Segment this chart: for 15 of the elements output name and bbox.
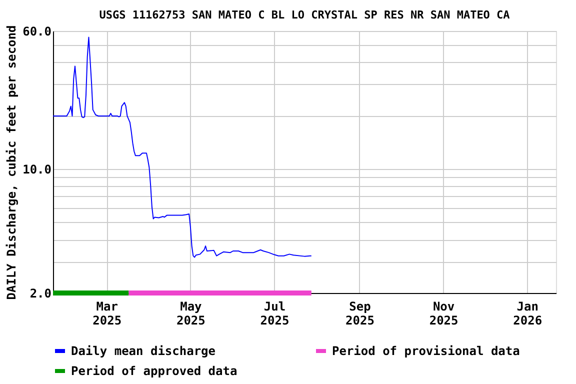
x-tick-label: Sep 2025 xyxy=(346,300,374,328)
x-tick-label: May 2025 xyxy=(176,300,206,328)
x-tick-label: Nov 2025 xyxy=(429,300,458,328)
y-tick-label: 60.0 xyxy=(22,24,52,38)
chart-title: USGS 11162753 SAN MATEO C BL LO CRYSTAL SP RES NR SAN MATEO CA xyxy=(99,8,510,22)
y-axis-title: DAILY Discharge, cubic feet per second xyxy=(4,25,19,300)
legend-label: Daily mean discharge xyxy=(71,344,216,358)
x-tick-label: Mar 2025 xyxy=(92,300,122,328)
x-tick-label: Jan 2026 xyxy=(513,300,542,328)
legend-label: Period of approved data xyxy=(71,364,238,378)
line-series xyxy=(52,36,312,258)
y-tick-label: 2.0 xyxy=(30,286,52,300)
legend-label: Period of provisional data xyxy=(332,344,520,358)
x-tick-label: Jul 2025 xyxy=(260,300,290,328)
y-tick-label: 10.0 xyxy=(22,162,52,177)
